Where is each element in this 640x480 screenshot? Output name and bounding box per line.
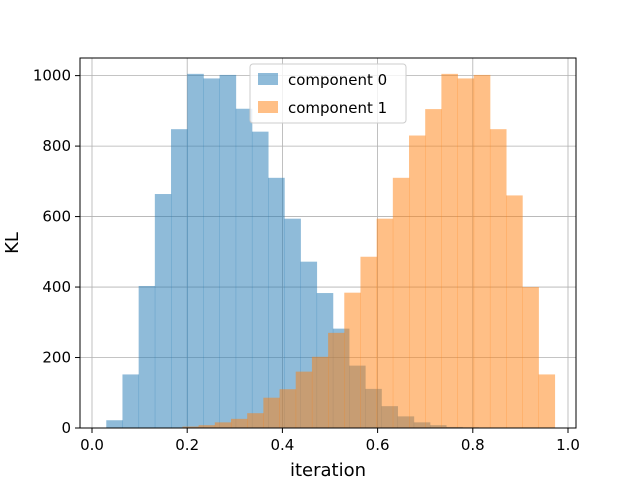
x-tick-label: 0.6 (366, 436, 390, 454)
plot-frame (79, 57, 577, 429)
histogram-bar-component-1 (441, 73, 458, 428)
ticks: 0.0 0.2 0.4 0.6 0.8 1.0 0 200 400 600 800 1000 (33, 67, 580, 454)
histogram-bar-component-1 (263, 397, 280, 428)
histogram-bar-component-1 (230, 418, 248, 428)
histogram-bar-component-1 (182, 426, 200, 428)
histogram-bar-component-0 (138, 285, 156, 428)
legend-label-component-0: component 0 (288, 71, 387, 89)
histogram-bar-component-1 (409, 135, 426, 428)
histogram-bar-component-0 (171, 129, 188, 428)
y-tick-label: 0 (61, 419, 71, 437)
histogram-bar-component-1 (198, 425, 216, 428)
legend-swatch-component-0 (258, 73, 278, 85)
histogram-bar-component-1 (506, 195, 523, 428)
legend-frame (249, 63, 407, 124)
histogram-bar-component-1 (473, 74, 491, 429)
histogram-bar-component-1 (295, 371, 313, 428)
histogram-bar-component-1 (376, 218, 394, 428)
y-axis-label: KL (2, 232, 23, 254)
x-tick-label: 0.0 (80, 436, 104, 454)
x-tick-label: 0.8 (461, 436, 485, 454)
histogram-bar-component-1 (538, 374, 556, 428)
histogram-bar-component-1 (522, 287, 539, 428)
histogram-bar-component-0 (187, 73, 204, 428)
x-tick-label: 1.0 (556, 436, 580, 454)
histogram-bar-component-1 (311, 356, 329, 428)
histogram-bar-component-0 (154, 194, 172, 428)
y-tick-label: 600 (42, 208, 71, 226)
x-tick-label: 0.4 (270, 436, 294, 454)
histogram-bar-component-0 (235, 108, 253, 428)
y-tick-label: 800 (42, 137, 71, 155)
histogram-bar-component-0 (106, 420, 123, 428)
histogram-bar-component-0 (122, 374, 140, 428)
histogram-bar-component-1 (425, 109, 442, 428)
bars (106, 73, 556, 429)
histogram-bar-component-1 (360, 256, 378, 428)
histogram-bar-component-1 (457, 78, 475, 428)
y-tick-label: 200 (42, 349, 71, 367)
y-tick-label: 1000 (33, 67, 71, 85)
histogram-bar-component-1 (392, 177, 410, 428)
x-axis-label: iteration (290, 460, 366, 480)
histogram-bar-component-1 (489, 129, 507, 428)
x-tick-label: 0.2 (175, 436, 199, 454)
histogram-bar-component-1 (247, 413, 264, 428)
histogram-bar-component-1 (328, 332, 345, 428)
histogram-bar-component-1 (214, 422, 232, 428)
legend-swatch-component-1 (258, 101, 278, 113)
legend: component 0 component 1 (249, 63, 407, 124)
y-tick-label: 400 (42, 278, 71, 296)
histogram-bar-component-0 (203, 78, 220, 428)
histogram-bar-component-0 (251, 131, 269, 428)
histogram-bar-component-1 (279, 389, 297, 428)
histogram-bar-component-1 (344, 292, 361, 428)
histogram-bar-component-0 (268, 177, 285, 428)
legend-label-component-1: component 1 (288, 99, 387, 117)
histogram-bar-component-0 (219, 74, 237, 429)
